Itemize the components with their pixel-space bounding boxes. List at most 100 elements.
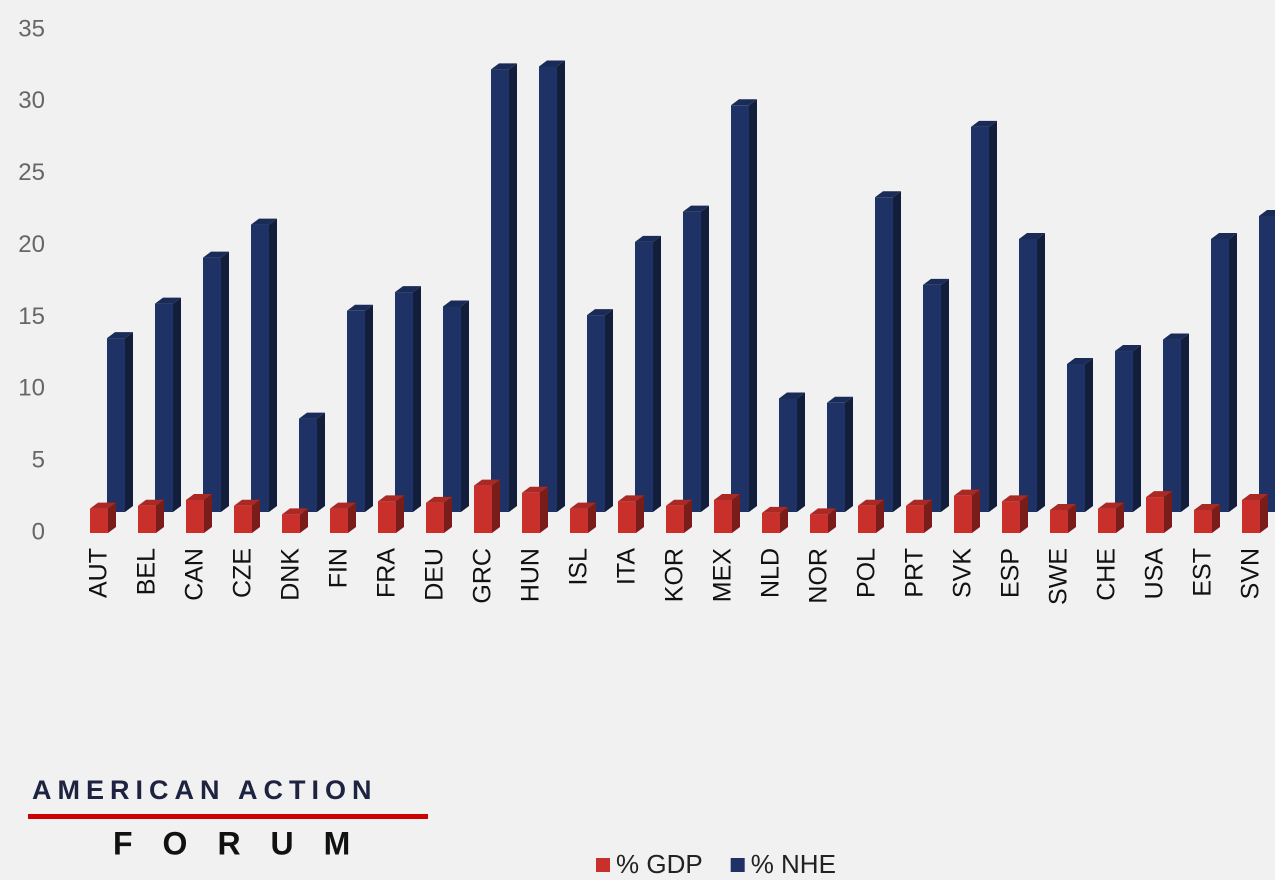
bar-side [1068,504,1076,533]
bar-top [762,506,788,513]
bar-side [653,235,661,512]
bar-side [876,499,884,533]
bar-front [731,105,749,512]
bar-side [1020,495,1028,533]
bar-side [749,99,757,512]
bar [1098,502,1124,533]
bar-top [1002,495,1028,502]
bar-front [330,508,348,533]
bar-front [875,197,893,512]
bar-front [779,398,797,512]
x-tick-label: GRC [469,548,497,604]
bar [570,502,596,533]
x-tick-label: POL [853,548,881,598]
bar-top [635,235,661,242]
bar-front [570,508,588,533]
bar-front [1242,499,1260,533]
bar-side [1164,491,1172,533]
bar [522,486,548,533]
bar-side [444,496,452,533]
logo-rule [28,814,428,819]
x-tick-label: KOR [661,548,689,602]
bar-top [971,120,997,127]
bar-side [1085,357,1093,512]
bar-front [810,514,828,533]
bar-side [396,495,404,533]
bar-side [317,412,325,512]
bar [762,506,788,533]
x-tick-label: HUN [517,548,545,602]
bar [810,508,836,533]
bar [858,499,884,533]
bar-top [779,392,805,399]
bar-side [732,493,740,533]
bar-top [683,205,709,212]
bar-front [282,514,300,533]
bar-top [107,332,133,339]
bar-top [714,493,740,500]
bar-front [827,402,845,512]
x-tick-label: ISL [565,548,593,586]
bar-front [762,512,780,533]
bar-front [906,505,924,533]
bar-top [522,486,548,493]
bar-side [300,508,308,533]
bar-side [941,278,949,512]
x-tick-label: CAN [181,548,209,601]
bar-side [924,499,932,533]
bar [714,493,740,533]
bar-top [731,99,757,106]
bar [635,235,661,512]
bar-top [666,499,692,506]
bar-front [234,505,252,533]
bar-top [474,479,500,486]
bar [395,286,421,512]
x-tick-label: NOR [805,548,833,604]
bar-side [204,493,212,533]
bar-side [828,508,836,533]
bar-top [539,60,565,67]
bar [1002,495,1028,533]
bar [282,508,308,533]
bar-front [1002,501,1020,533]
bar-front [90,508,108,533]
x-tick-label: MEX [709,548,737,603]
bar-front [299,418,317,512]
bar-top [1211,232,1237,239]
bar-top [1019,232,1045,239]
bar [1259,209,1275,512]
x-tick-label: AUT [85,548,113,598]
bar-side [1116,502,1124,533]
x-tick-label: NLD [757,548,785,598]
x-tick-label: DNK [277,548,305,601]
bar [666,499,692,533]
bar-top [378,495,404,502]
bar-side [461,300,469,512]
x-tick-label: FRA [373,548,401,598]
bar-front [971,126,989,513]
bar-side [413,286,421,512]
legend-swatch [730,858,745,872]
legend-swatch [596,858,610,872]
bar-side [972,489,980,533]
bar [90,502,116,533]
y-tick-label: 15 [18,303,45,330]
bar-side [540,486,548,533]
bar [906,499,932,533]
bar [1146,491,1172,533]
bar [203,251,229,512]
bar [330,502,356,533]
x-tick-label: BEL [133,548,161,595]
bar-top [858,499,884,506]
bar-front [683,211,701,512]
bar-top [426,496,452,503]
bar-top [827,396,853,403]
bar [378,495,404,533]
bar-front [1019,238,1037,512]
x-tick-label: SVN [1237,548,1265,599]
bar-side [365,304,373,512]
bar-side [1133,345,1141,512]
bar [827,396,853,512]
bar-top [1067,357,1093,364]
bar-front [1098,508,1116,533]
